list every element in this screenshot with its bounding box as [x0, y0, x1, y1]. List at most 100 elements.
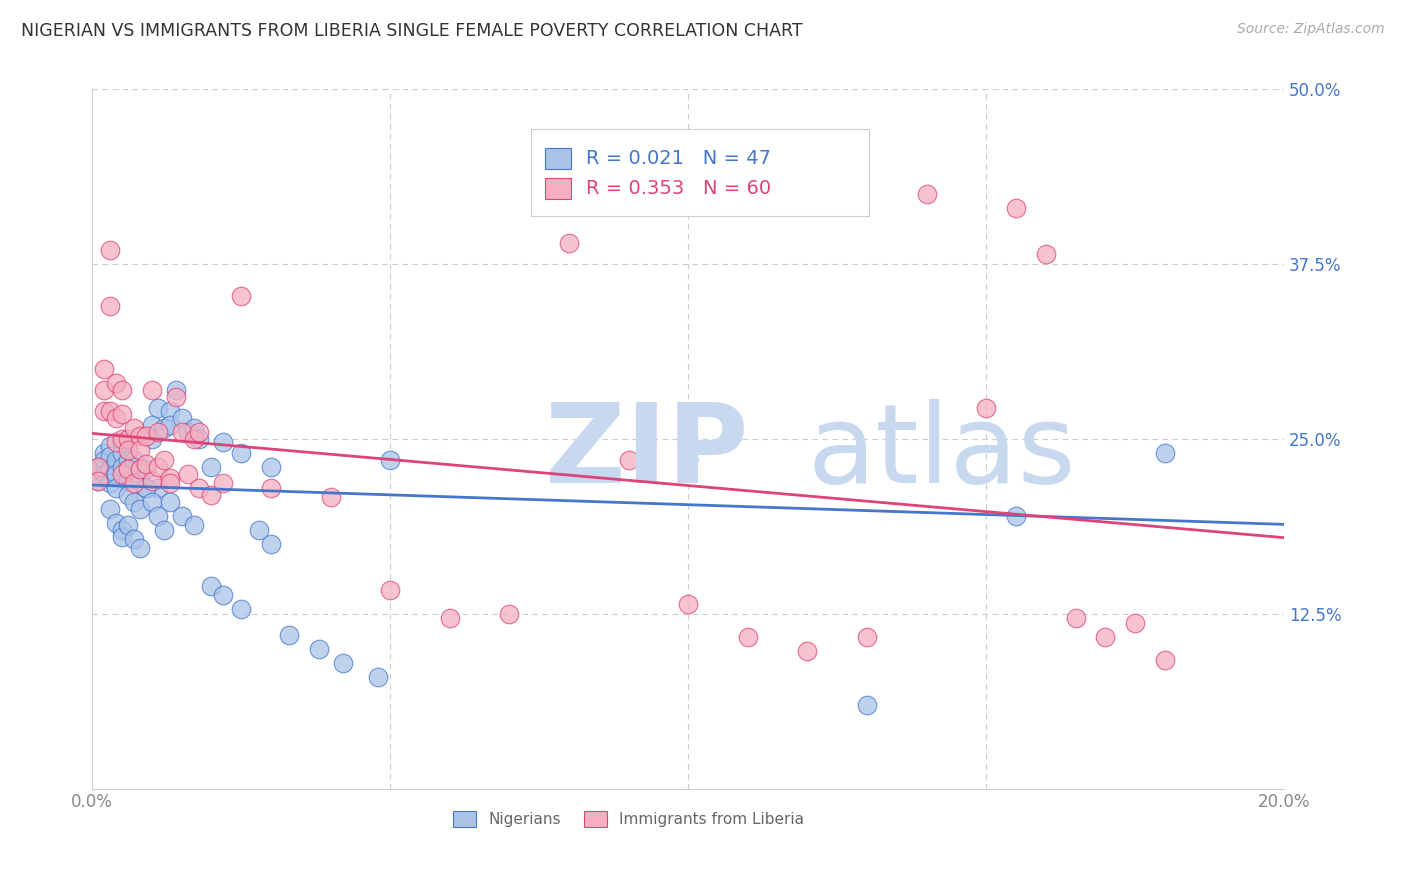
Point: [93, 467, 115, 481]
Point: [105, 467, 128, 481]
Point: [87, 474, 110, 488]
Point: [183, 420, 205, 434]
Point: [128, 462, 150, 476]
Point: [558, 235, 581, 250]
Point: [111, 446, 134, 460]
Point: [678, 452, 700, 467]
Point: [1005, 508, 1028, 523]
Point: [678, 597, 700, 611]
Point: [122, 476, 145, 491]
Point: [212, 476, 235, 491]
Point: [974, 401, 997, 415]
Text: ZIP: ZIP: [546, 400, 748, 506]
Point: [105, 376, 128, 390]
Point: [380, 452, 402, 467]
Point: [117, 462, 139, 476]
Point: [856, 631, 879, 645]
Point: [98, 462, 121, 476]
Point: [856, 698, 879, 712]
Point: [1094, 631, 1116, 645]
Point: [319, 491, 342, 505]
Point: [200, 488, 222, 502]
Point: [141, 474, 163, 488]
Point: [105, 481, 128, 495]
Point: [98, 299, 121, 313]
Point: [1035, 247, 1057, 261]
Point: [188, 432, 211, 446]
Point: [111, 523, 134, 537]
Point: [135, 457, 157, 471]
Point: [141, 494, 163, 508]
Point: [231, 289, 253, 303]
Point: [141, 383, 163, 397]
Point: [98, 403, 121, 417]
Point: [135, 481, 157, 495]
Point: [98, 501, 121, 516]
FancyBboxPatch shape: [546, 178, 571, 199]
Point: [159, 471, 181, 485]
Text: atlas: atlas: [807, 400, 1076, 506]
Point: [231, 446, 253, 460]
Point: [165, 390, 187, 404]
Point: [260, 536, 283, 550]
Point: [647, 152, 669, 166]
Text: NIGERIAN VS IMMIGRANTS FROM LIBERIA SINGLE FEMALE POVERTY CORRELATION CHART: NIGERIAN VS IMMIGRANTS FROM LIBERIA SING…: [21, 22, 803, 40]
Legend: Nigerians, Immigrants from Liberia: Nigerians, Immigrants from Liberia: [447, 805, 810, 833]
Point: [111, 432, 134, 446]
Point: [165, 383, 187, 397]
Point: [117, 442, 139, 457]
Point: [122, 533, 145, 547]
Point: [111, 467, 134, 481]
Point: [87, 459, 110, 474]
Point: [135, 462, 157, 476]
Text: R = 0.353   N = 60: R = 0.353 N = 60: [586, 178, 770, 198]
Point: [146, 459, 169, 474]
Point: [93, 403, 115, 417]
Point: [93, 361, 115, 376]
Point: [308, 641, 330, 656]
Point: [87, 459, 110, 474]
Point: [128, 501, 150, 516]
Point: [498, 607, 520, 621]
Point: [183, 518, 205, 533]
Point: [117, 452, 139, 467]
Point: [188, 425, 211, 439]
Point: [146, 508, 169, 523]
Point: [98, 439, 121, 453]
Point: [98, 476, 121, 491]
Point: [105, 410, 128, 425]
Point: [247, 523, 270, 537]
Point: [260, 459, 283, 474]
Point: [170, 425, 193, 439]
Point: [332, 656, 354, 670]
Point: [183, 432, 205, 446]
Point: [128, 462, 150, 476]
Point: [159, 476, 181, 491]
Point: [200, 459, 222, 474]
Text: Source: ZipAtlas.com: Source: ZipAtlas.com: [1237, 22, 1385, 37]
Point: [146, 425, 169, 439]
Point: [146, 481, 169, 495]
Point: [128, 442, 150, 457]
Point: [159, 494, 181, 508]
Point: [1005, 201, 1028, 215]
Point: [231, 602, 253, 616]
Point: [188, 481, 211, 495]
Point: [122, 452, 145, 467]
Point: [141, 432, 163, 446]
Point: [159, 417, 181, 432]
Point: [1154, 446, 1177, 460]
Point: [117, 462, 139, 476]
Point: [117, 488, 139, 502]
Point: [439, 611, 461, 625]
Point: [117, 474, 139, 488]
Point: [1154, 653, 1177, 667]
Point: [152, 523, 174, 537]
Point: [111, 407, 134, 421]
Point: [111, 434, 134, 449]
Point: [87, 474, 110, 488]
Point: [737, 631, 759, 645]
Point: [176, 467, 198, 481]
Point: [141, 417, 163, 432]
FancyBboxPatch shape: [546, 148, 571, 169]
